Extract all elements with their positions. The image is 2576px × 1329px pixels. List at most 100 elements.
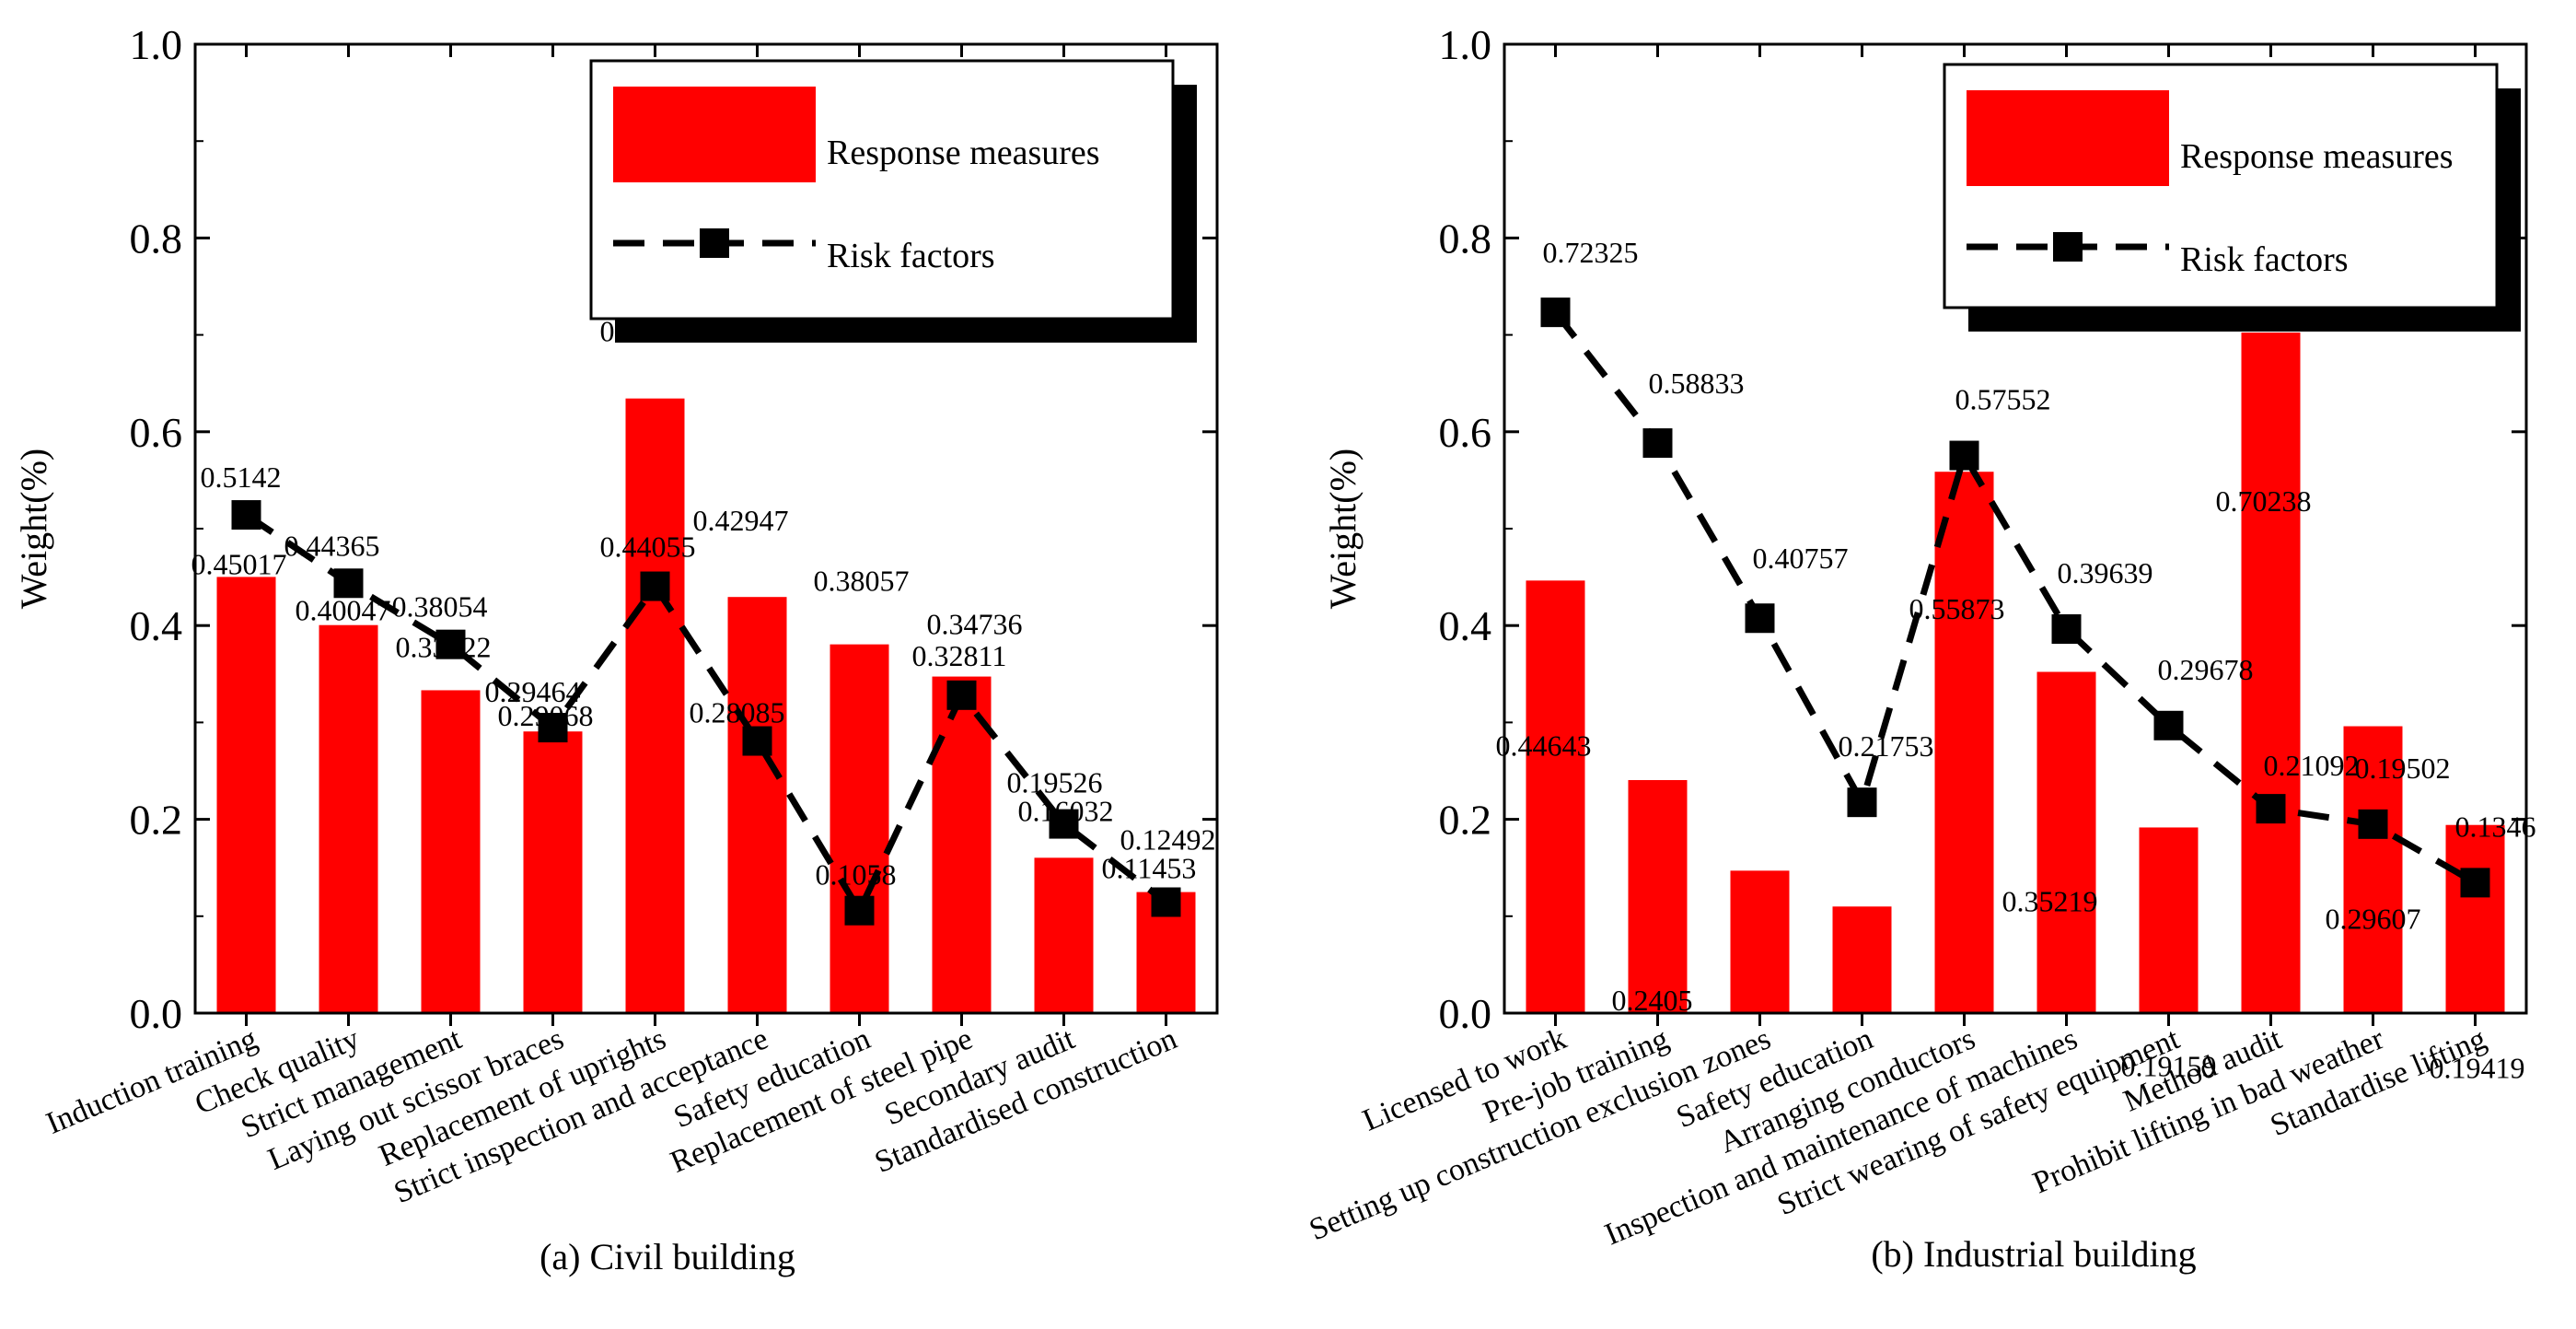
bar-3: [523, 731, 583, 1013]
line-value-label: 0.19502: [2355, 752, 2451, 785]
y-tick-label: 1.0: [130, 21, 183, 68]
line-value-label: 0.44365: [284, 529, 380, 562]
risk-marker-4: [640, 571, 670, 601]
bar-value-label: 0.19159: [2121, 1049, 2217, 1082]
line-value-label: 0.38054: [392, 590, 488, 624]
bar-0: [1526, 580, 1585, 1013]
bar-7: [2241, 332, 2301, 1013]
bar-1: [319, 624, 378, 1013]
y-axis-label: Weight(%): [1322, 449, 1363, 610]
risk-marker-9: [1151, 887, 1181, 917]
risk-marker-0: [231, 500, 261, 530]
risk-marker-3: [1847, 787, 1877, 818]
bar-8: [2343, 726, 2403, 1013]
line-value-label: 0.21753: [1839, 729, 1934, 763]
y-tick-label: 0.2: [130, 797, 183, 844]
y-tick-label: 1.0: [1439, 21, 1492, 68]
risk-marker-6: [2153, 710, 2184, 740]
bar-value-label: 0.35219: [2002, 884, 2098, 917]
bar-value-label: 0.40047: [296, 594, 391, 627]
legend-bar-label: Response measures: [827, 134, 1100, 172]
line-value-label: 0.44055: [600, 530, 696, 564]
line-value-label: 0.28085: [690, 696, 785, 729]
line-value-label: 0.40757: [1753, 542, 1849, 575]
chart-caption: (b) Industrial building: [1871, 1233, 2196, 1275]
legend: Response measures Risk factors: [589, 59, 1197, 343]
risk-marker-7: [946, 680, 977, 710]
bar-4: [625, 398, 685, 1013]
legend: Response measures Risk factors: [1943, 63, 2521, 332]
bar-value-label: 0.12492: [1120, 823, 1216, 857]
risk-marker-7: [2256, 794, 2286, 824]
line-value-label: 0.32811: [912, 639, 1007, 672]
chart-caption: (a) Civil building: [540, 1236, 795, 1277]
line-value-label: 0.39639: [2058, 556, 2153, 589]
bar-7: [932, 676, 992, 1013]
line-value-label: 0.5142: [201, 460, 282, 494]
legend-bar-label: Response measures: [2180, 137, 2454, 176]
y-tick-label: 0.8: [130, 215, 183, 262]
y-tick-label: 0.6: [130, 409, 183, 456]
y-tick-label: 0.2: [1439, 797, 1492, 844]
bar-value-label: 0.2405: [1612, 984, 1693, 1017]
bar-value-label: 0.29068: [498, 699, 594, 732]
legend-marker-swatch: [700, 228, 729, 258]
bar-2: [421, 690, 481, 1013]
risk-marker-9: [2460, 868, 2490, 898]
y-axis-label: Weight(%): [13, 449, 54, 610]
risk-marker-8: [1049, 809, 1079, 839]
line-value-label: 0.1058: [816, 858, 897, 892]
bar-value-label: 0.42947: [693, 504, 789, 537]
bar-value-label: 0.44643: [1496, 729, 1592, 762]
bar-6: [830, 644, 889, 1013]
bar-0: [216, 577, 276, 1013]
legend-bar-swatch: [613, 87, 816, 182]
line-value-label: 0.21092: [2264, 749, 2360, 782]
y-tick-label: 0.0: [130, 990, 183, 1037]
y-tick-label: 0.8: [1439, 215, 1492, 262]
risk-marker-3: [538, 713, 568, 743]
bar-8: [1034, 857, 1094, 1013]
bar-value-label: 0.55873: [1909, 592, 2005, 625]
line-value-label: 0.72325: [1543, 236, 1639, 269]
risk-marker-6: [844, 895, 875, 926]
y-tick-label: 0.4: [1439, 602, 1492, 649]
bar-4: [1934, 472, 1994, 1013]
risk-factor-line: [1552, 309, 2477, 886]
bar-value-label: 0.34736: [927, 608, 1023, 641]
risk-marker-2: [1745, 603, 1775, 634]
risk-marker-1: [1642, 428, 1673, 459]
line-value-label: 0.58833: [1649, 367, 1745, 400]
bar-value-label: 0.45017: [191, 547, 287, 580]
bar-value-label: 0.16032: [1018, 794, 1114, 827]
y-tick-label: 0.6: [1439, 409, 1492, 456]
bar-2: [1730, 870, 1790, 1013]
bar-value-label: 0.19419: [2430, 1052, 2525, 1085]
risk-marker-1: [333, 568, 364, 599]
legend-line-label: Risk factors: [2180, 240, 2349, 279]
risk-marker-4: [1949, 440, 1979, 471]
y-tick-label: 0.0: [1439, 990, 1492, 1037]
bar-1: [1628, 779, 1688, 1013]
bar-5: [727, 597, 787, 1013]
line-value-label: 0.1346: [2455, 810, 2536, 843]
bar-value-label: 0.29607: [2326, 903, 2421, 936]
bar-6: [2139, 827, 2199, 1013]
risk-marker-0: [1540, 297, 1571, 328]
risk-marker-8: [2358, 809, 2388, 839]
bar-value-label: 0.33322: [396, 630, 492, 663]
line-value-label: 0.57552: [1955, 383, 2051, 416]
bar-value-label: 0.70238: [2216, 484, 2312, 518]
risk-marker-5: [2051, 613, 2082, 644]
risk-marker-5: [742, 726, 772, 756]
line-value-label: 0.29678: [2158, 653, 2254, 686]
y-tick-label: 0.4: [130, 602, 183, 649]
line-value-label: 0.29464: [485, 675, 581, 708]
risk-marker-2: [435, 629, 466, 659]
bar-3: [1832, 906, 1892, 1013]
line-value-label: 0.19526: [1007, 766, 1103, 799]
legend-line-label: Risk factors: [827, 237, 995, 275]
